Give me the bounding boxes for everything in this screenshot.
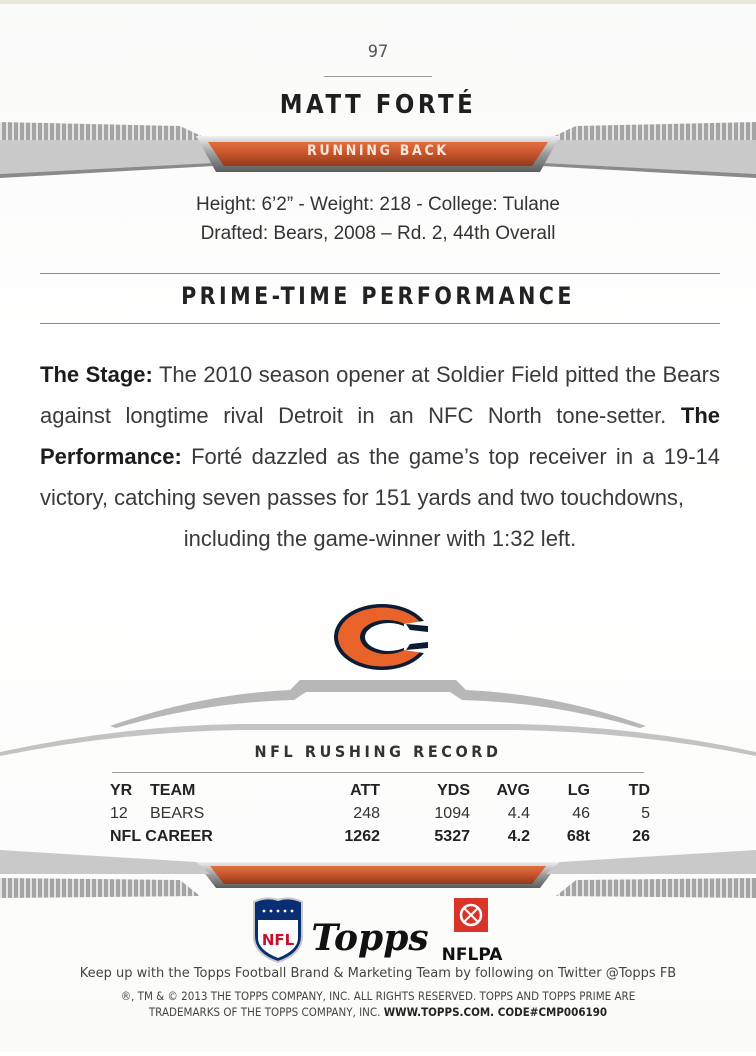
row-avg: 4.4 — [507, 804, 530, 822]
stats-title: NFL RUSHING RECORD — [254, 742, 502, 761]
header-yr: YR — [110, 781, 133, 799]
player-name: MATT FORTÉ — [279, 90, 477, 120]
career-yds: 5327 — [434, 827, 470, 845]
nflpa-logo-text: NFLPA — [442, 945, 504, 965]
legal-line-2-code: WWW.TOPPS.COM. CODE#CMP006190 — [383, 1005, 608, 1019]
performance-text: Forté dazzled as the game’s top receiver… — [40, 444, 720, 510]
stats-header-row: YR TEAM ATT YDS AVG LG TD — [110, 779, 650, 802]
card-number-rule — [324, 76, 432, 77]
career-label: NFL CAREER — [110, 827, 213, 845]
legal-line-2: TRADEMARKS OF THE TOPPS COMPANY, INC. WW… — [38, 1005, 718, 1019]
legal-line-1: ®, TM & © 2013 THE TOPPS COMPANY, INC. A… — [120, 989, 636, 1003]
career-row: NFL CAREER 1262 5327 4.2 68t 26 — [110, 825, 650, 848]
stage-label: The Stage: — [40, 362, 153, 387]
career-td: 26 — [632, 827, 650, 845]
nfl-logo-text: NFL — [262, 931, 295, 949]
header-att: ATT — [350, 781, 380, 799]
stats-table: YR TEAM ATT YDS AVG LG TD 12 BEARS 248 1… — [110, 779, 650, 848]
row-yr: 12 — [110, 804, 128, 822]
player-position: RUNNING BACK — [307, 143, 449, 159]
table-row: 12 BEARS 248 1094 4.4 46 5 — [110, 802, 650, 825]
follow-text: Keep up with the Topps Football Brand & … — [79, 966, 677, 981]
career-avg: 4.2 — [507, 827, 530, 845]
topps-logo-text: Topps — [311, 917, 428, 959]
bio-line-draft: Drafted: Bears, 2008 – Rd. 2, 44th Overa… — [200, 223, 556, 244]
section-title: PRIME-TIME PERFORMANCE — [181, 282, 575, 310]
nfl-shield-logo: NFL — [253, 897, 303, 964]
career-lg: 68t — [566, 827, 590, 845]
career-att: 1262 — [344, 827, 380, 845]
stats-title-rule — [112, 772, 644, 773]
header-avg: AVG — [496, 781, 530, 799]
legal-line-2-trademark: TRADEMARKS OF THE TOPPS COMPANY, INC. — [148, 1005, 381, 1019]
section-rule-top — [40, 273, 720, 274]
story-text: The Stage: The 2010 season opener at Sol… — [40, 354, 720, 559]
header-lg: LG — [567, 781, 590, 799]
header-team: TEAM — [150, 781, 196, 799]
card-number: 97 — [367, 42, 389, 62]
bio-line-height-weight: Height: 6’2” - Weight: 218 - College: Tu… — [195, 194, 560, 215]
row-td: 5 — [641, 804, 650, 822]
performance-last-line: including the game-winner with 1:32 left… — [183, 526, 577, 551]
top-banner-decoration — [0, 122, 756, 178]
section-rule-bottom — [40, 323, 720, 324]
nflpa-logo: NFLPA — [442, 898, 504, 965]
performance-label: The Performance: — [40, 403, 720, 469]
header-yds: YDS — [437, 781, 470, 799]
bears-c-logo-icon — [334, 604, 430, 670]
row-att: 248 — [353, 804, 380, 822]
row-lg: 46 — [572, 804, 590, 822]
footer-logos: NFL Topps NFLPA — [253, 897, 504, 965]
stage-text: The 2010 season opener at Soldier Field … — [40, 362, 720, 428]
row-team: BEARS — [150, 804, 205, 822]
header-td: TD — [628, 781, 650, 799]
row-yds: 1094 — [434, 804, 470, 822]
